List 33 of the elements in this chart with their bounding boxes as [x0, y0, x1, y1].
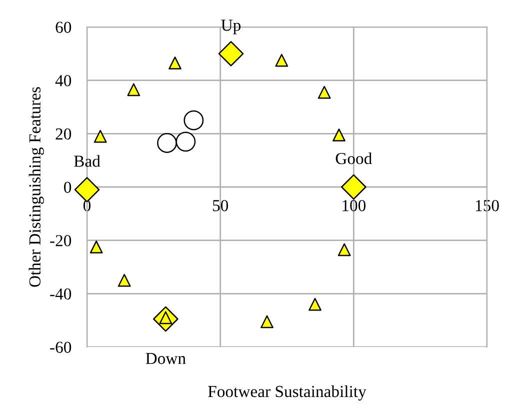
point: [127, 83, 140, 96]
annotation: Down: [146, 352, 186, 364]
y-tick-label: 0: [64, 182, 72, 193]
point: [338, 243, 351, 256]
y-tick-label: 40: [55, 75, 72, 86]
x-tick-label: 100: [342, 200, 366, 212]
y-tick-label: -20: [50, 235, 72, 246]
point: [74, 177, 100, 202]
annotation: Good: [336, 152, 372, 164]
y-axis-title: Other Distinguishing Features: [28, 87, 44, 287]
point: [260, 315, 274, 328]
annotation: Up: [221, 20, 241, 34]
point: [341, 174, 366, 200]
y-tick-label: -60: [50, 342, 72, 353]
y-tick-label: 60: [56, 22, 72, 33]
y-tick-label: -40: [50, 288, 72, 300]
annotation: Bad: [74, 155, 100, 167]
y-tick-label: 20: [56, 128, 72, 140]
point: [176, 132, 196, 152]
point: [94, 130, 107, 143]
point: [168, 56, 182, 70]
point: [308, 298, 322, 311]
point: [332, 128, 346, 142]
point: [218, 41, 244, 66]
point: [184, 110, 204, 130]
x-tick-label: 150: [476, 200, 499, 212]
x-tick-label: 50: [212, 200, 228, 212]
x-axis-title: Footwear Sustainability: [208, 385, 366, 401]
point: [318, 86, 331, 99]
point: [90, 240, 103, 254]
point: [275, 54, 288, 67]
point: [118, 274, 131, 287]
point: [157, 133, 177, 153]
